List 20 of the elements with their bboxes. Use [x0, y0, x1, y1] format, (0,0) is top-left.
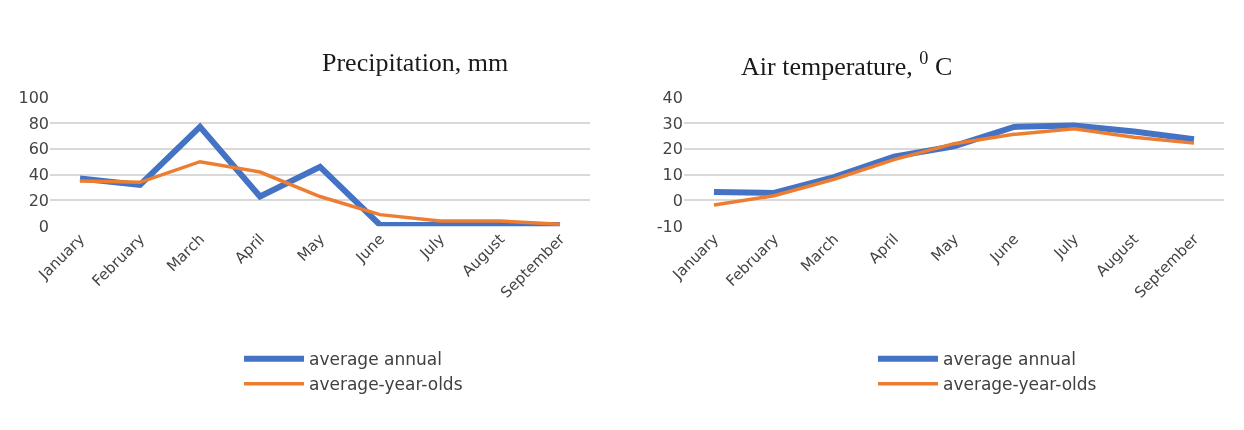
y-tick-label: 0: [38, 216, 49, 236]
y-tick-label: 60: [28, 139, 49, 159]
y-tick-label: -10: [656, 216, 683, 236]
y-tick-label: 40: [662, 87, 683, 107]
y-tick-label: 40: [28, 165, 49, 185]
y-tick-label: 20: [28, 191, 49, 211]
line-series: [78, 159, 562, 227]
y-tick-label: 10: [662, 165, 683, 185]
chart-title: Air temperature, $^{0}$ C: [741, 48, 953, 81]
chart-title: Precipitation, mm: [322, 48, 509, 77]
y-tick-label: 0: [672, 191, 683, 211]
legend-label: average-year-olds: [309, 374, 463, 395]
legend-label: average-year-olds: [942, 374, 1097, 395]
line-series: [712, 126, 1196, 207]
y-tick-label: 20: [662, 139, 683, 159]
legend-label: average annual: [942, 349, 1076, 370]
y-tick-label: 80: [28, 113, 49, 133]
y-tick-label: 100: [18, 87, 49, 107]
y-tick-label: 30: [662, 113, 683, 133]
legend-label: average annual: [309, 349, 442, 370]
